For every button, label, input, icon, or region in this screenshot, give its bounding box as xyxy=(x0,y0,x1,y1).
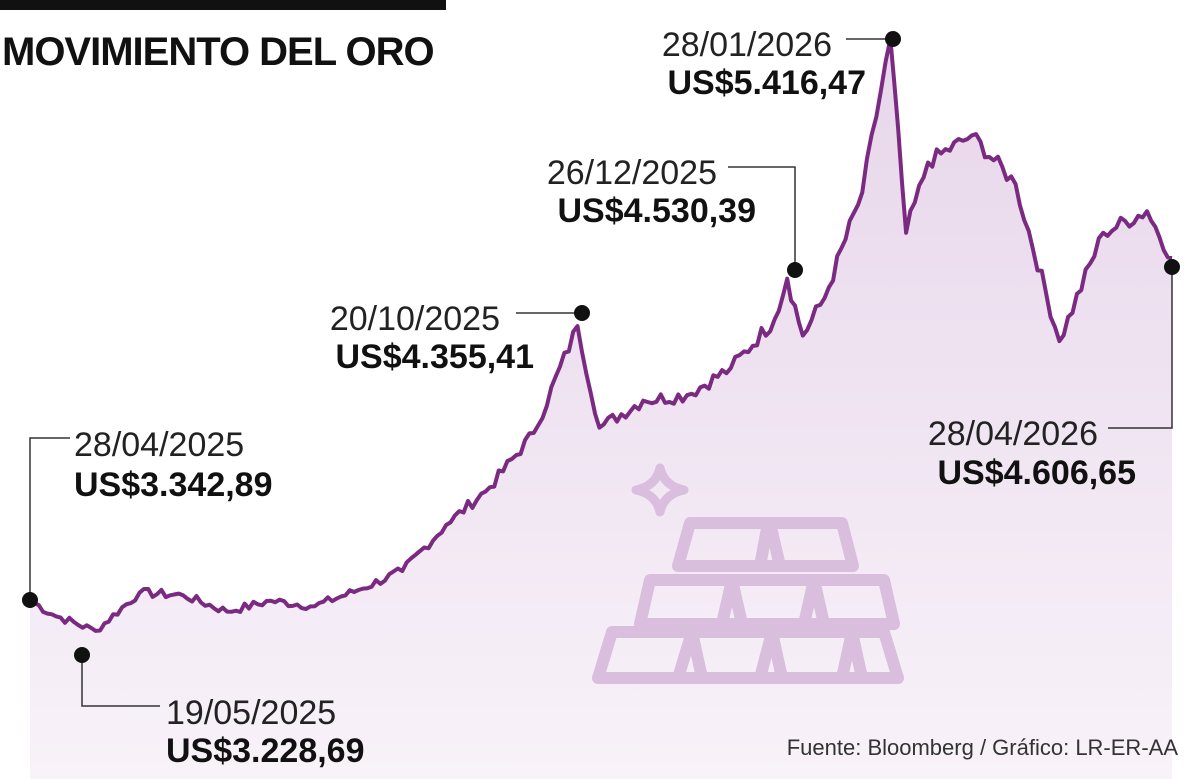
price-line xyxy=(28,37,1173,633)
annotation-2025-12-26: 26/12/2025 US$4.530,39 xyxy=(547,154,803,278)
gold-bars-icon xyxy=(592,463,904,684)
marker-2025-05-19 xyxy=(74,647,90,663)
annotation-2025-05-19: 19/05/2025 US$3.228,69 xyxy=(74,647,365,770)
date-label-2026-01-28: 28/01/2026 xyxy=(662,26,832,64)
value-label-2025-10-20: US$4.355,41 xyxy=(336,338,535,376)
date-label-2025-04-28: 28/04/2025 xyxy=(74,426,244,464)
top-bar xyxy=(0,0,446,10)
annotation-2025-04-28: 28/04/2025 US$3.342,89 xyxy=(22,426,273,608)
marker-2025-12-26 xyxy=(787,262,803,278)
marker-2025-04-28 xyxy=(22,592,38,608)
annotation-2025-10-20: 20/10/2025 US$4.355,41 xyxy=(330,300,590,376)
value-label-2025-05-19: US$3.228,69 xyxy=(166,732,365,770)
value-label-2025-12-26: US$4.530,39 xyxy=(558,192,757,230)
source-note: Fuente: Bloomberg / Gráfico: LR-ER-AA xyxy=(786,735,1178,760)
value-label-2025-04-28: US$3.342,89 xyxy=(74,466,273,504)
date-label-2026-04-28: 28/04/2026 xyxy=(928,415,1098,453)
marker-2026-01-28 xyxy=(885,31,901,47)
annotation-2026-04-28: 28/04/2026 US$4.606,65 xyxy=(928,259,1180,492)
date-label-2025-05-19: 19/05/2025 xyxy=(166,694,336,732)
date-label-2025-12-26: 26/12/2025 xyxy=(547,154,717,192)
annotation-2026-01-28: 28/01/2026 US$5.416,47 xyxy=(662,26,901,102)
date-label-2025-10-20: 20/10/2025 xyxy=(330,300,500,338)
marker-2025-10-20 xyxy=(574,305,590,321)
value-label-2026-01-28: US$5.416,47 xyxy=(668,64,867,102)
value-label-2026-04-28: US$4.606,65 xyxy=(938,454,1137,492)
chart-title: MOVIMIENTO DEL ORO xyxy=(2,30,435,74)
marker-2026-04-28 xyxy=(1164,259,1180,275)
